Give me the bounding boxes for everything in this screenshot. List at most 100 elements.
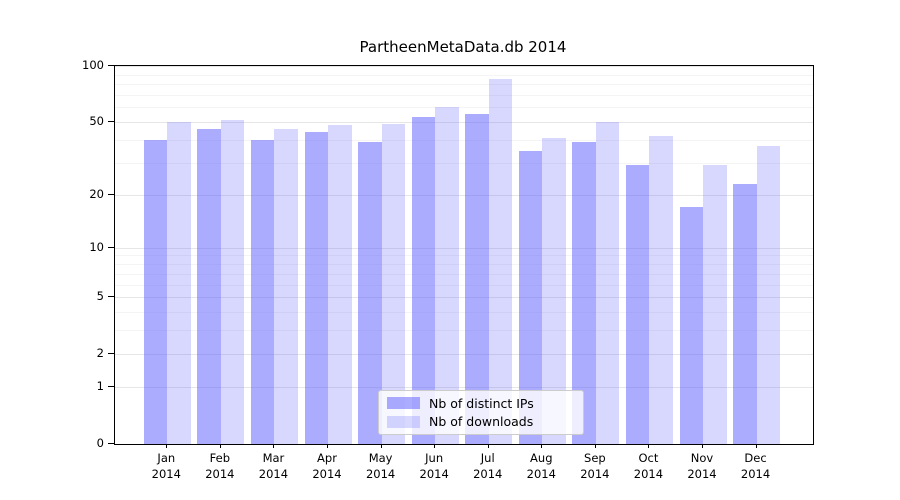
y-minor-gridline (115, 107, 813, 109)
y-major-gridline (115, 247, 813, 249)
x-tick-year: 2014 (312, 467, 342, 481)
x-tick-month: Feb (209, 451, 231, 465)
x-tick-mark (273, 444, 275, 448)
x-axis-tick-label: Jun 2014 (407, 450, 461, 482)
legend-item-downloads: Nb of downloads (387, 414, 575, 429)
y-tick-mark (108, 386, 114, 388)
x-tick-month: Apr (317, 451, 337, 465)
y-minor-gridline (115, 255, 813, 257)
x-axis-tick-label: Jan 2014 (139, 450, 193, 482)
chart-title: PartheenMetaData.db 2014 (359, 38, 567, 56)
y-minor-gridline (115, 84, 813, 86)
bar-distinct-ips-mar (250, 139, 275, 444)
y-minor-gridline (115, 273, 813, 275)
bar-distinct-ips-apr (304, 132, 328, 444)
y-axis-tick-label: 100 (82, 58, 104, 72)
x-tick-mark (755, 444, 757, 448)
bar-downloads-jun (435, 107, 459, 444)
x-axis-tick-label: Oct 2014 (621, 450, 675, 482)
x-tick-year: 2014 (205, 467, 235, 481)
bar-distinct-ips-may (358, 141, 382, 444)
x-tick-month: Jul (480, 451, 495, 465)
y-axis-tick-label: 1 (96, 379, 104, 394)
y-axis-tick-label: 10 (89, 239, 104, 254)
bar-downloads-jan (167, 121, 191, 444)
x-tick-month: Jan (157, 451, 176, 465)
y-tick-mark (108, 296, 114, 298)
bar-downloads-oct (649, 135, 673, 444)
y-major-gridline (115, 354, 813, 356)
bar-downloads-sep (595, 121, 620, 444)
y-axis-tick-label: 0 (96, 436, 104, 450)
x-tick-mark (380, 444, 382, 448)
bar-downloads-jul (488, 79, 513, 444)
x-tick-mark (219, 444, 221, 448)
x-tick-month: Mar (262, 451, 285, 465)
x-tick-mark (434, 444, 436, 448)
bar-distinct-ips-feb (197, 128, 221, 444)
y-minor-gridline (115, 162, 813, 164)
bar-downloads-feb (220, 120, 245, 444)
x-axis-tick-label: Aug 2014 (514, 450, 568, 482)
bar-distinct-ips-sep (572, 141, 596, 444)
y-tick-mark (108, 246, 114, 248)
y-major-gridline (115, 121, 813, 123)
x-tick-mark (702, 444, 703, 448)
x-tick-month: Sep (584, 451, 606, 465)
x-axis-tick-label: Nov 2014 (675, 450, 729, 482)
x-tick-year: 2014 (580, 467, 610, 481)
y-minor-gridline (115, 312, 813, 314)
y-tick-mark (108, 120, 114, 122)
bar-distinct-ips-oct (625, 165, 650, 444)
x-tick-mark (648, 444, 650, 448)
x-tick-year: 2014 (365, 467, 396, 481)
bar-distinct-ips-jun (411, 117, 436, 444)
y-tick-mark (108, 353, 114, 355)
y-axis-tick-label: 2 (96, 346, 104, 361)
y-minor-gridline (115, 330, 813, 332)
bar-distinct-ips-jul (465, 114, 489, 444)
bar-distinct-ips-aug (518, 150, 543, 444)
x-tick-year: 2014 (740, 467, 771, 481)
bar-downloads-nov (703, 165, 727, 444)
bar-distinct-ips-jan (143, 139, 168, 444)
y-axis-tick-label: 5 (96, 289, 104, 304)
x-tick-month: Aug (530, 451, 553, 465)
y-minor-gridline (115, 74, 813, 76)
x-tick-year: 2014 (258, 467, 289, 481)
legend-swatch-distinct-ips (387, 397, 420, 410)
x-tick-month: Nov (690, 451, 714, 465)
y-tick-mark (108, 443, 114, 444)
y-tick-mark (108, 193, 114, 195)
x-tick-month: May (368, 451, 393, 465)
x-tick-mark (487, 444, 489, 448)
x-tick-month: Dec (744, 451, 767, 465)
bar-distinct-ips-nov (679, 207, 703, 444)
y-minor-gridline (115, 94, 813, 96)
x-tick-year: 2014 (633, 467, 664, 481)
bar-downloads-aug (542, 137, 566, 444)
bar-downloads-dec (756, 146, 781, 444)
x-tick-year: 2014 (526, 467, 556, 481)
bar-downloads-may (381, 123, 406, 444)
x-tick-mark (541, 444, 543, 448)
x-axis-tick-label: May 2014 (354, 450, 408, 482)
bar-distinct-ips-dec (733, 183, 757, 444)
legend-item-distinct-ips: Nb of distinct IPs (387, 396, 575, 411)
x-axis-tick-label: Mar 2014 (246, 450, 300, 482)
x-axis-tick-label: Feb 2014 (193, 450, 247, 482)
x-tick-year: 2014 (473, 467, 503, 481)
x-tick-mark (166, 444, 168, 448)
y-tick-mark (108, 65, 114, 66)
x-tick-mark (594, 444, 596, 448)
x-tick-year: 2014 (687, 467, 717, 481)
x-axis-tick-label: Sep 2014 (568, 450, 622, 482)
bar-downloads-mar (274, 128, 298, 444)
y-major-gridline (115, 66, 813, 67)
legend-label-downloads: Nb of downloads (429, 414, 534, 430)
x-tick-year: 2014 (419, 467, 449, 481)
plot-area (114, 65, 814, 445)
x-tick-year: 2014 (151, 467, 181, 481)
y-minor-gridline (115, 139, 813, 141)
